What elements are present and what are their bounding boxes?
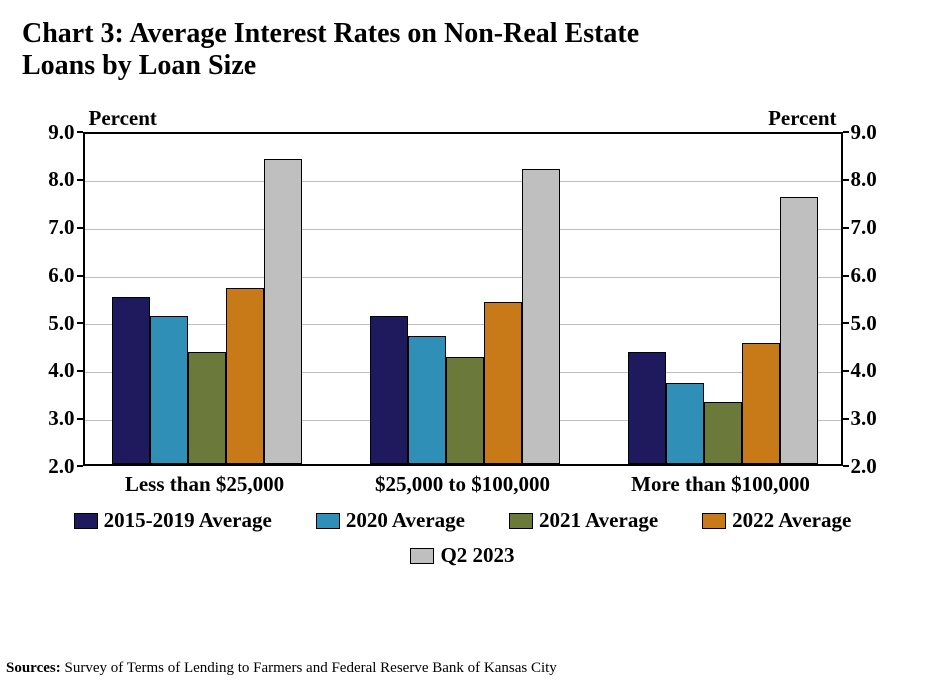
ytick-left: 6.0 [25,263,75,288]
bar [704,402,742,464]
bar [264,159,302,464]
category-label: $25,000 to $100,000 [375,472,550,497]
sources-label: Sources: [6,660,64,676]
bar [522,169,560,465]
bar [484,302,522,464]
chart-title: Chart 3: Average Interest Rates on Non-R… [22,18,903,82]
bar-group [112,130,302,464]
legend-item: 2015-2019 Average [74,508,272,533]
y-axis-label-left: Percent [89,106,157,131]
legend-swatch [316,513,340,529]
ytick-right: 6.0 [851,263,901,288]
tick-mark [77,131,83,133]
bar-group [628,130,818,464]
bar [408,336,446,465]
tick-mark [77,179,83,181]
sources: Sources: Survey of Terms of Lending to F… [6,660,557,677]
ytick-left: 9.0 [25,120,75,145]
bar [370,316,408,464]
legend-label: 2020 Average [346,508,465,533]
bar [226,288,264,465]
ytick-left: 4.0 [25,358,75,383]
legend-label: 2022 Average [732,508,851,533]
legend-swatch [702,513,726,529]
tick-mark [843,322,849,324]
legend-label: 2021 Average [539,508,658,533]
legend-item: Q2 2023 [410,543,514,568]
tick-mark [77,275,83,277]
ytick-right: 2.0 [851,454,901,479]
tick-mark [843,179,849,181]
category-label: More than $100,000 [631,472,810,497]
tick-mark [77,465,83,467]
tick-mark [843,227,849,229]
bar [780,197,818,464]
ytick-right: 7.0 [851,215,901,240]
tick-mark [77,418,83,420]
bar [446,357,484,464]
ytick-right: 3.0 [851,406,901,431]
ytick-right: 8.0 [851,167,901,192]
tick-mark [843,418,849,420]
bar [666,383,704,464]
chart-container: Percent Percent 2.02.03.03.04.04.05.05.0… [22,110,903,568]
tick-mark [77,370,83,372]
legend-swatch [410,548,434,564]
ytick-left: 5.0 [25,311,75,336]
legend-label: Q2 2023 [440,543,514,568]
sources-text: Survey of Terms of Lending to Farmers an… [64,660,556,676]
tick-mark [77,227,83,229]
bar [150,316,188,464]
legend-swatch [74,513,98,529]
bar [742,343,780,465]
tick-mark [843,465,849,467]
bar-group [370,130,560,464]
legend-label: 2015-2019 Average [104,508,272,533]
bar [112,297,150,464]
category-label: Less than $25,000 [125,472,284,497]
ytick-right: 5.0 [851,311,901,336]
legend-item: 2021 Average [509,508,658,533]
y-axis-label-right: Percent [768,106,836,131]
ytick-right: 9.0 [851,120,901,145]
plot-outer: Percent Percent 2.02.03.03.04.04.05.05.0… [25,110,901,494]
chart-title-line2: Loans by Loan Size [22,50,903,82]
legend: 2015-2019 Average 2020 Average 2021 Averag… [68,508,858,568]
tick-mark [843,131,849,133]
tick-mark [843,370,849,372]
bar [628,352,666,464]
ytick-left: 3.0 [25,406,75,431]
bar [188,352,226,464]
ytick-left: 8.0 [25,167,75,192]
plot-area [83,132,843,466]
ytick-left: 7.0 [25,215,75,240]
chart-title-line1: Chart 3: Average Interest Rates on Non-R… [22,18,903,50]
tick-mark [843,275,849,277]
legend-item: 2020 Average [316,508,465,533]
ytick-right: 4.0 [851,358,901,383]
tick-mark [77,322,83,324]
legend-item: 2022 Average [702,508,851,533]
legend-swatch [509,513,533,529]
ytick-left: 2.0 [25,454,75,479]
